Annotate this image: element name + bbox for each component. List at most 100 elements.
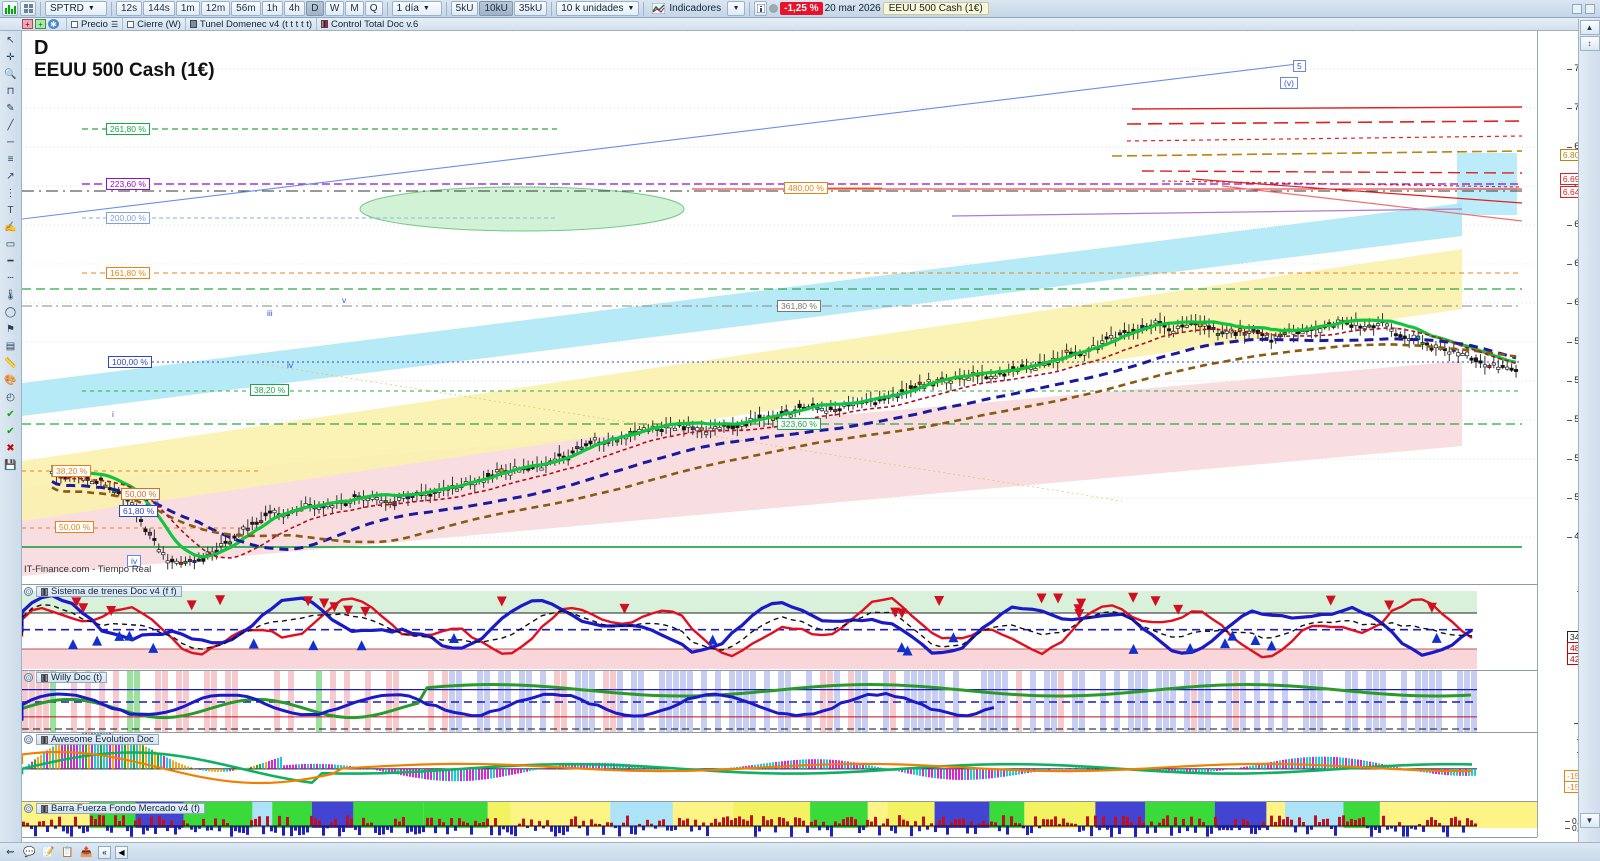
add-green-icon[interactable]: + — [35, 19, 46, 29]
pane-toggle-icon[interactable]: ⊙ — [24, 673, 33, 682]
timeframe-button-4h[interactable]: 4h — [283, 1, 305, 16]
pane-toggle-icon[interactable]: ⊙ — [24, 804, 33, 813]
zoom-icon[interactable]: 🔍 — [4, 68, 17, 80]
flag-icon[interactable]: ⚑ — [6, 323, 15, 335]
timeframe-button-D[interactable]: D — [305, 1, 324, 16]
ellipse-icon[interactable]: ◯ — [4, 306, 17, 318]
channel-icon[interactable]: ≡ — [7, 153, 14, 165]
chart-icon[interactable] — [2, 1, 18, 16]
thermometer-icon[interactable]: 🌡 — [4, 289, 17, 301]
legend-menu-icon[interactable]: ☰ — [110, 19, 119, 29]
indicator-pane[interactable]: ⊙ Barra Fuerza Fondo Mercado v4 (f) — [22, 801, 1537, 837]
trendline-icon[interactable]: ╱ — [7, 119, 14, 131]
toolbar-divider — [386, 1, 388, 16]
unit-button-10kU[interactable]: 10kU — [479, 1, 513, 16]
text-icon[interactable]: T — [7, 204, 14, 216]
legend-item-label: Tunel Domenec v4 (t t t t t) — [199, 18, 313, 30]
fib-icon[interactable]: ⋮ — [5, 187, 16, 199]
scroll-reset-button[interactable]: ↕ — [1579, 36, 1600, 51]
timeframe-button-56m[interactable]: 56m — [231, 1, 261, 16]
unit-button-5kU[interactable]: 5kU — [450, 1, 479, 16]
add-red-icon[interactable]: + — [22, 19, 33, 29]
timeframe-button-12s[interactable]: 12s — [116, 1, 143, 16]
fib-level-label: 223,60 % — [106, 178, 150, 190]
pencil-icon[interactable]: ✎ — [6, 102, 15, 114]
grid-icon[interactable] — [20, 1, 36, 16]
status-bar: ⇜ 💬 📝 📋 📤 « ◀ — [0, 842, 1600, 861]
pane-toggle-icon[interactable]: ⊙ — [24, 587, 33, 596]
export-icon[interactable]: 📤 — [80, 846, 93, 858]
info-icon[interactable] — [754, 1, 768, 16]
legend-item-1[interactable]: Cierre (W) — [122, 18, 185, 30]
symbol-select[interactable]: SPTRD ▼ — [45, 1, 107, 16]
settings-icon[interactable]: ✱ — [48, 19, 59, 29]
elliott-wave-label: iii — [267, 308, 273, 318]
indicators-dropdown[interactable]: ▼ — [727, 1, 746, 16]
band-icon[interactable]: ▤ — [5, 340, 16, 352]
timeframe-button-12m[interactable]: 12m — [200, 1, 231, 16]
timeframe-button-W[interactable]: W — [324, 1, 345, 16]
pane-toggle-icon[interactable]: ⊙ — [24, 735, 33, 744]
period-select[interactable]: 1 día ▼ — [391, 1, 442, 16]
indicator-pane[interactable]: ⊙ Sistema de trenes Doc v4 (f f) — [22, 584, 1537, 670]
delete-icon[interactable]: ✖ — [6, 442, 15, 454]
timeframe-group[interactable]: 12s 144s 1m 12m 56m 1h 4h D W M Q — [116, 1, 383, 16]
check-icon[interactable]: ✔ — [6, 408, 15, 420]
indicator-pane-svg — [22, 671, 1537, 732]
fib-level-label: 161,80 % — [106, 267, 150, 279]
line-style-icon[interactable]: ━ — [7, 255, 14, 267]
fib-level-label: 261,80 % — [106, 123, 150, 135]
brush-icon[interactable]: ✍ — [4, 221, 17, 233]
timeframe-button-M[interactable]: M — [345, 1, 364, 16]
unit-button-group[interactable]: 5kU 10kU 35kU — [450, 1, 548, 16]
indicator-pane-svg — [22, 802, 1537, 837]
hline-icon[interactable]: ─ — [6, 136, 15, 148]
back-button[interactable]: ◀ — [115, 845, 128, 859]
minimize-icon[interactable] — [1572, 3, 1582, 14]
prev-page-button[interactable]: « — [98, 845, 111, 859]
magnet-icon[interactable]: ⊓ — [6, 85, 15, 97]
share-icon[interactable]: ⇜ — [6, 846, 15, 858]
palette-icon[interactable]: 🎨 — [4, 374, 17, 386]
scroll-up-button[interactable]: ▲ — [1579, 20, 1600, 35]
legend-item-0[interactable]: Precio ☰ — [66, 18, 122, 30]
elliott-wave-label: iv — [287, 360, 294, 370]
legend-item-3[interactable]: Control Total Doc v.6 — [316, 18, 422, 30]
drawing-tool-rail: ↖ ✛ 🔍 ⊓ ✎ ╱ ─ ≡ ↗ ⋮ T ✍ ▭ ━ ┄ 🌡 ◯ ⚑ ▤ 📏 … — [0, 31, 22, 861]
arrow-icon[interactable]: ↗ — [6, 170, 15, 182]
price-pane[interactable]: D EEUU 500 Cash (1€) 261,80 % 223,60 % 200… — [22, 31, 1537, 576]
list-icon[interactable]: 📋 — [61, 846, 74, 858]
elliott-wave-label: 5 — [1293, 60, 1306, 72]
pane-header: ⊙ Barra Fuerza Fondo Mercado v4 (f) — [24, 803, 205, 814]
pane-header-tag[interactable]: Barra Fuerza Fondo Mercado v4 (f) — [36, 803, 205, 814]
timeframe-button-1m[interactable]: 1m — [175, 1, 200, 16]
timeframe-button-Q[interactable]: Q — [364, 1, 383, 16]
maximize-icon[interactable] — [1585, 3, 1595, 14]
toolbar-divider — [40, 1, 41, 16]
shape-icon[interactable]: ▭ — [5, 238, 16, 250]
fib-level-label: 361,80 % — [777, 300, 821, 312]
pane-header-tag[interactable]: Sistema de trenes Doc v4 (f f) — [36, 586, 182, 597]
ruler-icon[interactable]: 📏 — [4, 357, 17, 369]
indicator-pane[interactable]: ⊙ Awesome Evolution Doc — [22, 732, 1537, 801]
check2-icon[interactable]: ✔ — [6, 425, 15, 437]
pane-header-tag[interactable]: Awesome Evolution Doc — [36, 734, 159, 745]
clock-icon[interactable]: ◴ — [6, 391, 15, 403]
crosshair-icon[interactable]: ✛ — [6, 51, 15, 63]
vertical-scrollbar[interactable]: ▲ ↕ ▼ — [1578, 19, 1600, 842]
legend-item-2[interactable]: Tunel Domenec v4 (t t t t t) — [184, 18, 316, 30]
units-select[interactable]: 10 k unidades ▼ — [556, 1, 640, 16]
timeframe-button-144s[interactable]: 144s — [143, 1, 175, 16]
indicator-pane[interactable]: ⊙ Willy Doc (t) — [22, 670, 1537, 732]
comment-icon[interactable]: 💬 — [23, 846, 36, 858]
cursor-icon[interactable]: ↖ — [6, 34, 15, 46]
unit-button-35kU[interactable]: 35kU — [513, 1, 548, 16]
note-icon[interactable]: 📝 — [42, 846, 55, 858]
pane-header-tag[interactable]: Willy Doc (t) — [36, 672, 108, 683]
dash-icon[interactable]: ┄ — [7, 272, 14, 284]
timeframe-button-1h[interactable]: 1h — [261, 1, 283, 16]
scroll-down-button[interactable]: ▼ — [1579, 813, 1600, 828]
circle-icon[interactable] — [769, 4, 779, 13]
indicators-button[interactable]: Indicadores — [648, 1, 725, 16]
save-icon[interactable]: 💾 — [4, 459, 17, 471]
